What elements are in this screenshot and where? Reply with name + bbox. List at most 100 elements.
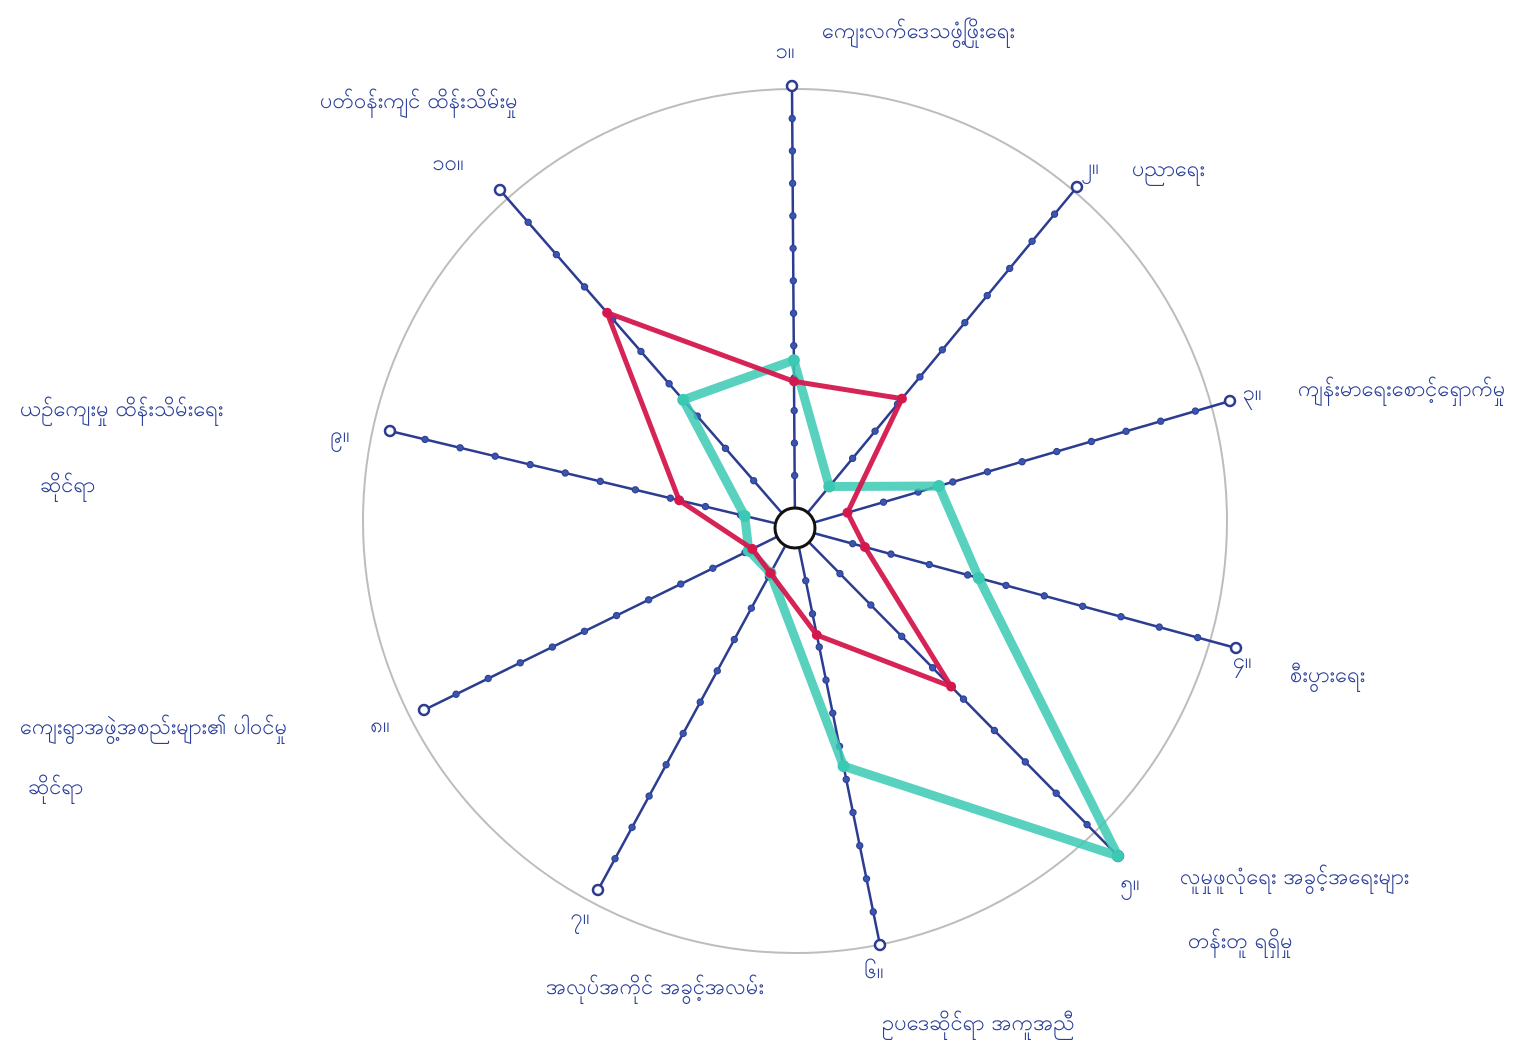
axis-spoke-9: [389, 429, 776, 525]
series-layer: [602, 307, 1124, 862]
axis-tick: [1191, 407, 1200, 415]
axis-label-10: ပတ်ဝန်းကျင် ထိန်းသိမ်းမှု: [320, 88, 518, 118]
axis-tick: [611, 854, 619, 863]
axis-end-marker: [785, 79, 799, 93]
axis-tick: [990, 726, 999, 735]
axis-tick: [916, 373, 924, 381]
axis-number-6: ၆။: [864, 958, 883, 984]
axis-tick: [552, 250, 561, 259]
axis-tick: [788, 114, 796, 123]
axis-tick: [938, 346, 947, 354]
axis-tick: [789, 309, 798, 317]
axis-label-9: ယဉ်ကျေးမှု ထိန်းသိမ်းရေး: [20, 396, 224, 426]
axis-label-8-line2: ဆိုင်ရာ: [28, 774, 83, 804]
axis-tick: [959, 695, 968, 703]
axis-tick: [713, 667, 721, 675]
series-teal-vertex: [738, 509, 751, 522]
axis-tick: [456, 444, 464, 452]
axis-number-5: ၅။: [1120, 871, 1139, 900]
axis-tick: [1050, 210, 1059, 218]
axis-tick: [1156, 417, 1165, 425]
series-red-vertex: [946, 681, 957, 692]
series-teal-vertex: [932, 479, 945, 492]
series-teal-vertex: [837, 760, 850, 773]
axis-number-2: ၂။: [1081, 155, 1098, 184]
series-red-vertex: [765, 568, 776, 579]
axis-spoke-1: [790, 85, 797, 509]
axis-tick: [1021, 758, 1030, 766]
axis-label-6: ဥပဒေဆိုင်ရာ အကူအညီ: [882, 1010, 1075, 1040]
axis-tick: [721, 444, 730, 453]
axis-tick: [869, 908, 877, 916]
axis-tick: [1155, 623, 1164, 631]
axis-tick: [596, 477, 605, 486]
axis-tick: [1078, 602, 1087, 610]
series-red-vertex: [789, 376, 800, 387]
axis-tick: [644, 596, 653, 604]
axis-tick: [887, 550, 895, 558]
axis-end-marker: [591, 883, 605, 897]
axis-tick: [963, 571, 972, 579]
axis-end-marker: [493, 183, 507, 197]
axis-tick: [1018, 457, 1026, 466]
axis-end-marker: [417, 703, 431, 717]
axis-tick: [898, 632, 906, 641]
axis-tick: [452, 690, 460, 698]
axis-tick: [580, 283, 589, 291]
axis-label-8: ကျေးရွာအဖွဲ့အစည်းများ၏ ပါဝင်မှု: [20, 714, 287, 745]
axis-tick: [949, 478, 957, 486]
axis-tick: [631, 486, 640, 494]
axis-number-1: ၁။: [775, 39, 794, 64]
axis-tick: [516, 659, 524, 667]
axis-tick: [662, 761, 670, 769]
axis-label-1: ကျေးလက်ဒေသဖွံ့ဖြိုးရေး: [822, 17, 1015, 49]
axis-number-3: ၃။: [1242, 381, 1261, 410]
series-teal-vertex: [1112, 850, 1124, 862]
axis-number-7: ၇။: [570, 905, 589, 934]
axis-tick: [983, 468, 992, 476]
axis-number-4: ၄။: [1232, 649, 1251, 678]
series-red-vertex: [674, 495, 685, 506]
axis-tick: [808, 610, 817, 618]
axis-tick: [815, 643, 823, 651]
series-red-vertex: [859, 542, 870, 553]
series-red-vertex: [842, 507, 853, 518]
axis-label-7: အလုပ်အကိုင် အခွင့်အလမ်း: [546, 974, 764, 1005]
axis-spoke-4: [813, 532, 1237, 650]
axis-tick: [1040, 592, 1049, 600]
axis-tick: [666, 494, 675, 502]
axis-tick: [822, 676, 830, 684]
axis-spoke-7: [596, 544, 787, 891]
axis-tick: [790, 341, 798, 350]
axis-tick: [696, 698, 704, 706]
axis-tick: [961, 318, 969, 327]
axis-tick: [1053, 447, 1061, 456]
axis-tick: [526, 460, 534, 469]
axis-tick: [709, 564, 717, 572]
axis-tick: [747, 604, 756, 612]
axis-tick: [790, 439, 799, 447]
center-circle: [773, 506, 817, 550]
axis-tick: [848, 539, 857, 548]
axis-tick: [802, 577, 810, 585]
axis-tick: [730, 635, 739, 644]
axis-tick: [701, 502, 710, 511]
axis-tick: [677, 580, 685, 588]
axis-tick: [789, 277, 798, 285]
axis-number-8: ၈။: [370, 713, 389, 738]
labels-layer: ၁။ ကျေးလက်ဒေသဖွံ့ဖြိုးရေး၂။ ပညာရေး၃။ ကျန်းမ…: [20, 17, 1505, 1040]
axis-tick: [749, 476, 758, 485]
axis-tick: [829, 709, 837, 717]
axis-tick: [1002, 581, 1010, 590]
axis-label-2: ပညာရေး: [1132, 157, 1205, 186]
axis-tick: [1028, 237, 1036, 245]
series-teal-vertex: [823, 480, 836, 493]
axis-tick: [524, 218, 532, 226]
axis-label-5-line2: တန်းတူ ရရှိမှု: [1188, 928, 1293, 959]
axis-tick: [789, 244, 797, 253]
axis-label-3: ကျန်းမာရေးစောင့်ရှောက်မှု: [1298, 376, 1505, 407]
axis-tick: [665, 380, 673, 388]
axis-tick: [679, 729, 687, 738]
axis-tick: [1117, 613, 1125, 621]
